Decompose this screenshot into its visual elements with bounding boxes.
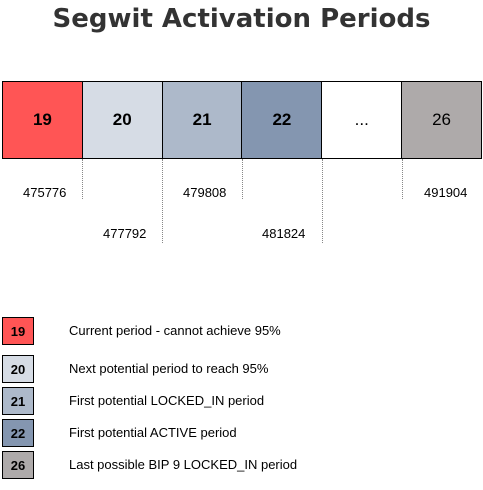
block-height-2: 477792: [103, 226, 147, 241]
period-cell-20: 20: [82, 82, 163, 158]
block-height-5: 491904: [424, 185, 468, 200]
boundary-line-5: [402, 159, 403, 199]
legend-label-21: First potential LOCKED_IN period: [69, 393, 265, 408]
legend-label-26: Last possible BIP 9 LOCKED_IN period: [69, 457, 298, 472]
period-cell-26: 26: [402, 82, 481, 158]
boundary-line-4: [322, 159, 323, 243]
boundary-line-1: [82, 159, 83, 199]
legend-item-22: 22 First potential ACTIVE period: [2, 419, 422, 447]
legend-item-21: 21 First potential LOCKED_IN period: [2, 387, 422, 415]
diagram-title: Segwit Activation Periods: [52, 4, 431, 34]
block-height-1: 475776: [23, 185, 67, 200]
legend-swatch-20: 20: [2, 355, 34, 383]
period-cell-ellipsis: ...: [322, 82, 403, 158]
legend-swatch-26: 26: [2, 451, 34, 479]
legend-label-20: Next potential period to reach 95%: [69, 361, 269, 376]
boundary-line-3: [242, 159, 243, 199]
period-cell-21: 21: [162, 82, 243, 158]
legend-item-20: 20 Next potential period to reach 95%: [2, 355, 422, 383]
legend-label-19: Current period - cannot achieve 95%: [69, 323, 281, 338]
boundary-line-2: [162, 159, 163, 243]
legend-swatch-21: 21: [2, 387, 34, 415]
block-height-3: 479808: [183, 185, 227, 200]
block-height-4: 481824: [262, 226, 306, 241]
legend-swatch-22: 22: [2, 419, 34, 447]
period-cell-19: 19: [3, 82, 83, 158]
legend-item-26: 26 Last possible BIP 9 LOCKED_IN period: [2, 451, 422, 479]
legend-item-19: 19 Current period - cannot achieve 95%: [2, 317, 422, 345]
period-cell-22: 22: [242, 82, 323, 158]
legend-swatch-19: 19: [2, 317, 34, 345]
legend-label-22: First potential ACTIVE period: [69, 425, 237, 440]
period-strip: 19 20 21 22 ... 26: [2, 81, 482, 159]
